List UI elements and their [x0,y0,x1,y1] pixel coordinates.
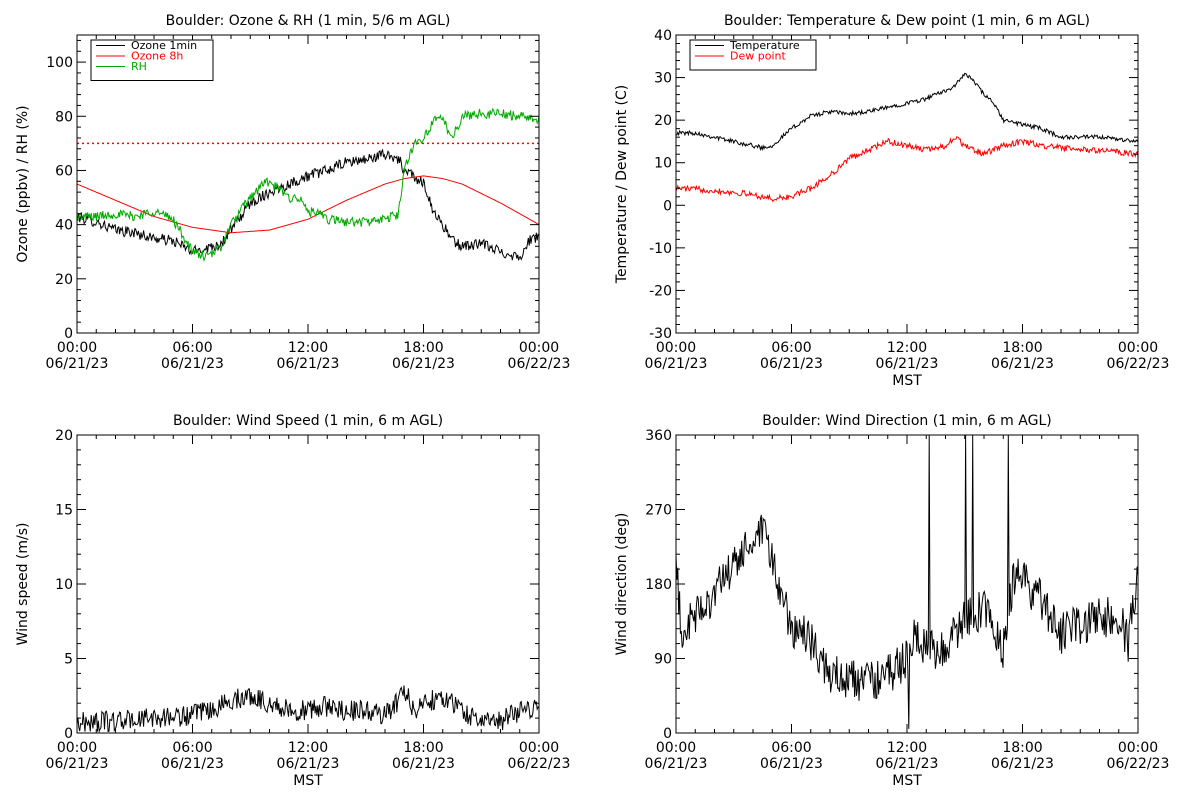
x-axis-label: MST [892,373,922,389]
y-tick-label: 270 [645,503,672,519]
legend-label: Ozone 1min [131,39,197,52]
x-tick-time: 06:00 [172,340,212,356]
y-tick-label: 60 [55,163,73,179]
chart-panel-1: Boulder: Ozone & RH (1 min, 5/6 m AGL) 0 2… [15,13,570,372]
x-tick-date: 06/22/23 [1107,356,1170,372]
x-tick-time: 00:00 [656,740,696,756]
x-tick-time: 00:00 [519,740,559,756]
x-axis-label: MST [892,773,922,789]
legend-label: Temperature [729,39,800,52]
x-tick-date: 06/21/23 [392,756,455,772]
y-tick-label: 0 [663,198,672,214]
x-tick-time: 18:00 [403,340,443,356]
x-tick-date: 06/21/23 [760,356,823,372]
chart-title: Boulder: Wind Direction (1 min, 6 m AGL) [762,413,1051,429]
x-tick-date: 06/21/23 [392,356,455,372]
x-tick-date: 06/21/23 [161,356,224,372]
x-tick-date: 06/21/23 [46,356,109,372]
x-tick-time: 00:00 [656,340,696,356]
y-tick-label: 15 [55,503,73,519]
x-tick-time: 12:00 [887,740,927,756]
y-tick-label: 20 [654,113,672,129]
y-axis-label: Wind direction (deg) [614,513,630,656]
x-tick-date: 06/21/23 [161,756,224,772]
x-tick-date: 06/21/23 [760,756,823,772]
x-tick-date: 06/21/23 [876,356,939,372]
chart-title: Boulder: Ozone & RH (1 min, 5/6 m AGL) [166,13,451,29]
x-tick-time: 18:00 [1002,740,1042,756]
legend-label: RH [131,60,147,73]
x-tick-time: 06:00 [771,340,811,356]
y-tick-label: 0 [663,726,672,742]
y-tick-label: 20 [55,428,73,444]
x-tick-time: 12:00 [288,740,328,756]
chart-panel-4: Boulder: Wind Direction (1 min, 6 m AGL)… [614,413,1169,789]
chart-panel-3: Boulder: Wind Speed (1 min, 6 m AGL) 0 5 10… [15,413,570,789]
x-tick-time: 00:00 [57,340,97,356]
y-tick-label: 5 [64,652,73,668]
series-line-2 [676,135,1138,203]
legend-label: Dew point [730,50,786,63]
y-tick-label: 30 [654,71,672,87]
chart-panel-2: Boulder: Temperature & Dew point (1 min,… [614,13,1169,389]
x-tick-date: 06/22/23 [508,356,571,372]
series-line-1 [77,685,539,733]
y-tick-label: -10 [649,241,672,257]
x-tick-date: 06/21/23 [46,756,109,772]
x-tick-time: 06:00 [172,740,212,756]
y-tick-label: 40 [654,28,672,44]
y-tick-label: 10 [654,156,672,172]
series-line-1 [77,148,539,261]
x-tick-date: 06/21/23 [876,756,939,772]
x-tick-date: 06/21/23 [277,356,340,372]
y-tick-label: 180 [645,577,672,593]
y-tick-label: 40 [55,218,73,234]
x-tick-time: 00:00 [1118,340,1158,356]
x-tick-time: 12:00 [288,340,328,356]
x-tick-time: 18:00 [1002,340,1042,356]
y-axis-label: Wind speed (m/s) [15,523,31,646]
x-tick-date: 06/21/23 [277,756,340,772]
plot-frame [76,434,540,734]
chart-title: Boulder: Temperature & Dew point (1 min,… [724,13,1090,29]
x-tick-date: 06/21/23 [991,756,1054,772]
y-tick-label: 80 [55,109,73,125]
x-axis-label: MST [293,773,323,789]
legend-label: Ozone 8h [131,50,183,63]
y-tick-label: 0 [64,326,73,342]
y-tick-label: 10 [55,577,73,593]
y-axis-label: Ozone (ppbv) / RH (%) [15,105,31,262]
plot-frame [675,34,1139,334]
series-line-1 [676,435,1138,729]
y-tick-label: 90 [654,652,672,668]
chart-title: Boulder: Wind Speed (1 min, 6 m AGL) [173,413,443,429]
x-tick-date: 06/22/23 [1107,756,1170,772]
x-tick-time: 00:00 [57,740,97,756]
y-tick-label: 0 [64,726,73,742]
plot-frame [675,434,1139,734]
series-line-2 [77,175,539,234]
x-tick-date: 06/21/23 [645,756,708,772]
x-tick-time: 12:00 [887,340,927,356]
legend-box [90,39,214,81]
x-tick-date: 06/22/23 [508,756,571,772]
y-axis-label: Temperature / Dew point (C) [614,85,630,284]
series-line-3 [77,107,539,262]
x-tick-time: 00:00 [1118,740,1158,756]
series-line-1 [676,72,1138,152]
x-tick-date: 06/21/23 [645,356,708,372]
y-tick-label: -30 [649,326,672,342]
y-tick-label: -20 [649,283,672,299]
x-tick-time: 00:00 [519,340,559,356]
x-tick-time: 18:00 [403,740,443,756]
y-tick-label: 360 [645,428,672,444]
y-tick-label: 20 [55,272,73,288]
x-tick-date: 06/21/23 [991,356,1054,372]
x-tick-time: 06:00 [771,740,811,756]
y-tick-label: 100 [46,55,73,71]
